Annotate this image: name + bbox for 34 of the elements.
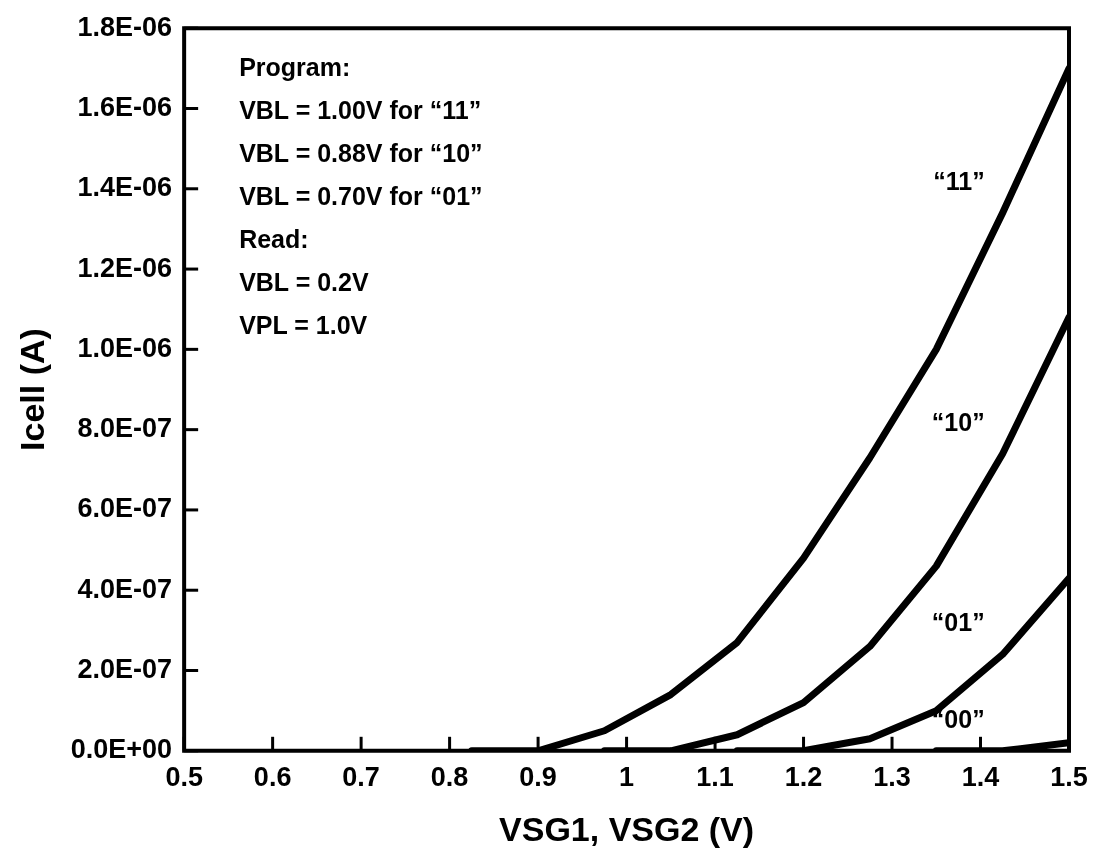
x-tick-label: 0.7	[342, 762, 380, 793]
x-tick-label: 1	[619, 762, 635, 793]
series-label: “10”	[931, 407, 985, 436]
series-label: “01”	[931, 608, 985, 637]
annotation: VBL = 0.2V	[239, 267, 369, 296]
series-label: “11”	[933, 166, 985, 195]
x-axis-title: VSG1, VSG2 (V)	[499, 809, 755, 848]
y-tick-label: 8.0E-07	[77, 413, 173, 444]
x-tick-label: 1.4	[961, 762, 1000, 793]
annotation: VPL = 1.0V	[239, 310, 368, 339]
x-tick-label: 0.9	[519, 762, 557, 793]
annotation: Read:	[239, 224, 309, 253]
y-tick-label: 1.6E-06	[77, 91, 173, 122]
x-tick-label: 1.3	[873, 762, 911, 793]
annotation: Program:	[239, 52, 351, 81]
x-tick-label: 0.5	[165, 762, 203, 793]
annotation: VBL = 1.00V for “11”	[239, 95, 482, 124]
x-tick-label: 0.6	[253, 762, 292, 793]
series-label: “00”	[931, 704, 985, 733]
y-tick-label: 6.0E-07	[77, 493, 173, 524]
y-tick-label: 1.0E-06	[77, 332, 173, 363]
y-tick-label: 0.0E+00	[70, 734, 173, 765]
y-tick-label: 2.0E-07	[77, 653, 173, 684]
annotation: VBL = 0.88V for “10”	[239, 138, 483, 167]
y-tick-label: 4.0E-07	[77, 573, 173, 604]
x-tick-label: 1.1	[696, 762, 734, 793]
x-tick-label: 1.2	[784, 762, 823, 793]
x-tick-label: 1.5	[1050, 762, 1088, 793]
y-tick-label: 1.8E-06	[77, 11, 173, 42]
x-tick-label: 0.8	[430, 762, 469, 793]
y-tick-label: 1.4E-06	[77, 172, 173, 203]
y-axis-title: Icell (A)	[12, 328, 51, 451]
y-tick-label: 1.2E-06	[77, 252, 173, 283]
annotation: VBL = 0.70V for “01”	[239, 181, 483, 210]
